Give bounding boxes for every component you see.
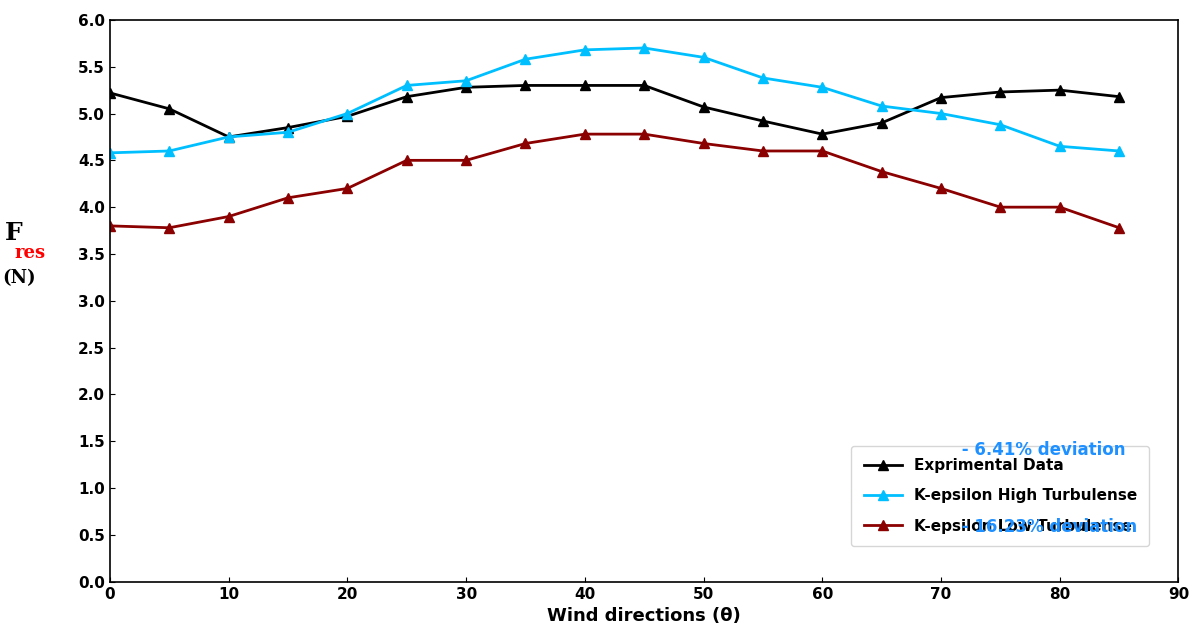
Text: res: res [14,244,46,262]
K-epsilon Low Turbulense [994,203,1008,211]
Exprimental Data [816,130,830,138]
Exprimental Data [518,82,533,89]
K-epsilon High Turbulense [934,110,948,118]
K-epsilon High Turbulense [399,82,414,89]
K-epsilon Low Turbulense [518,140,533,148]
K-epsilon Low Turbulense [1112,224,1126,231]
Legend: Exprimental Data, K-epsilon High Turbulense, K-epsilon Low Turbulense: Exprimental Data, K-epsilon High Turbule… [852,446,1150,546]
K-epsilon Low Turbulense [638,130,652,138]
K-epsilon Low Turbulense [280,194,295,202]
X-axis label: Wind directions (θ): Wind directions (θ) [547,607,741,625]
K-epsilon High Turbulense [221,133,236,141]
K-epsilon High Turbulense [697,54,711,61]
Text: F: F [5,221,23,245]
K-epsilon Low Turbulense [1053,203,1067,211]
K-epsilon Low Turbulense [875,168,889,176]
K-epsilon High Turbulense [340,110,355,118]
Exprimental Data [162,105,177,112]
Exprimental Data [399,93,414,100]
Exprimental Data [1053,86,1067,94]
K-epsilon Low Turbulense [162,224,177,231]
K-epsilon High Turbulense [994,121,1008,128]
K-epsilon Low Turbulense [458,157,473,164]
K-epsilon High Turbulense [518,56,533,63]
K-epsilon Low Turbulense [755,147,770,155]
Exprimental Data [934,94,948,102]
Exprimental Data [994,88,1008,96]
Exprimental Data [280,124,295,132]
Exprimental Data [221,133,236,141]
K-epsilon High Turbulense [162,147,177,155]
K-epsilon High Turbulense [1053,142,1067,150]
Exprimental Data [755,117,770,125]
Line: K-epsilon Low Turbulense: K-epsilon Low Turbulense [105,129,1124,233]
K-epsilon Low Turbulense [102,222,117,229]
K-epsilon High Turbulense [280,128,295,136]
Exprimental Data [875,119,889,127]
K-epsilon Low Turbulense [934,185,948,192]
Line: K-epsilon High Turbulense: K-epsilon High Turbulense [105,43,1124,158]
K-epsilon High Turbulense [755,74,770,82]
Line: Exprimental Data: Exprimental Data [105,81,1124,142]
Text: - 6.41% deviation: - 6.41% deviation [956,442,1126,459]
K-epsilon Low Turbulense [577,130,592,138]
K-epsilon High Turbulense [458,77,473,84]
Exprimental Data [340,112,355,120]
Text: (N): (N) [2,269,36,288]
K-epsilon High Turbulense [875,102,889,110]
K-epsilon Low Turbulense [221,213,236,220]
Exprimental Data [1112,93,1126,100]
K-epsilon Low Turbulense [697,140,711,148]
K-epsilon Low Turbulense [340,185,355,192]
K-epsilon High Turbulense [816,84,830,91]
Text: - 16.23% deviation: - 16.23% deviation [956,518,1138,536]
Exprimental Data [102,89,117,96]
Exprimental Data [458,84,473,91]
K-epsilon High Turbulense [102,149,117,157]
K-epsilon High Turbulense [638,44,652,52]
Exprimental Data [697,103,711,111]
Exprimental Data [638,82,652,89]
K-epsilon High Turbulense [577,46,592,54]
Exprimental Data [577,82,592,89]
K-epsilon Low Turbulense [399,157,414,164]
K-epsilon Low Turbulense [816,147,830,155]
K-epsilon High Turbulense [1112,147,1126,155]
